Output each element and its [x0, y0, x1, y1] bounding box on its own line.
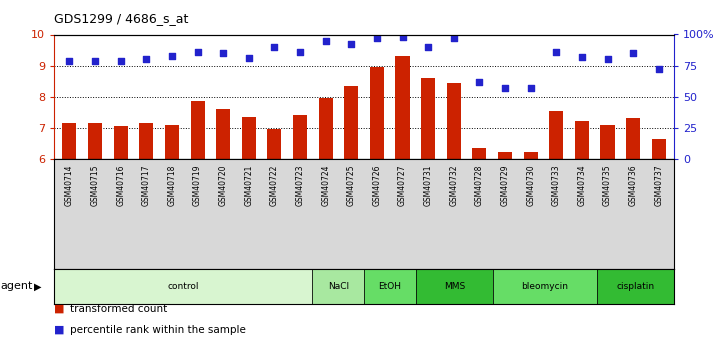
- Bar: [242, 117, 256, 159]
- Bar: [216, 109, 230, 159]
- Bar: [165, 125, 179, 159]
- Bar: [139, 123, 154, 159]
- Bar: [88, 123, 102, 159]
- Bar: [416, 269, 493, 304]
- Bar: [601, 125, 614, 159]
- Point: [115, 58, 126, 63]
- Text: GSM40737: GSM40737: [654, 164, 663, 206]
- Bar: [575, 121, 589, 159]
- Text: GSM40735: GSM40735: [603, 164, 612, 206]
- Bar: [626, 118, 640, 159]
- Point: [345, 42, 357, 47]
- Text: ▶: ▶: [34, 282, 41, 291]
- Point: [627, 50, 639, 56]
- Text: GSM40726: GSM40726: [373, 164, 381, 206]
- Text: control: control: [167, 282, 199, 291]
- Bar: [370, 67, 384, 159]
- Point: [525, 85, 536, 91]
- Text: transformed count: transformed count: [70, 304, 167, 314]
- Text: GSM40716: GSM40716: [116, 164, 125, 206]
- Text: GSM40721: GSM40721: [244, 164, 253, 206]
- Point: [166, 53, 177, 58]
- Point: [576, 54, 588, 60]
- Bar: [344, 86, 358, 159]
- Bar: [312, 269, 364, 304]
- Text: GSM40727: GSM40727: [398, 164, 407, 206]
- Text: GSM40718: GSM40718: [167, 164, 177, 206]
- Bar: [447, 82, 461, 159]
- Point: [474, 79, 485, 85]
- Point: [551, 49, 562, 55]
- Bar: [293, 115, 307, 159]
- Point: [269, 44, 280, 50]
- Point: [602, 57, 614, 62]
- Bar: [596, 269, 674, 304]
- Text: cisplatin: cisplatin: [616, 282, 655, 291]
- Bar: [523, 152, 538, 159]
- Text: bleomycin: bleomycin: [521, 282, 568, 291]
- Text: GSM40736: GSM40736: [629, 164, 637, 206]
- Bar: [396, 56, 410, 159]
- Point: [141, 57, 152, 62]
- Bar: [498, 152, 512, 159]
- Bar: [364, 269, 416, 304]
- Point: [89, 58, 101, 63]
- Bar: [63, 123, 76, 159]
- Bar: [190, 101, 205, 159]
- Point: [653, 67, 665, 72]
- Text: agent: agent: [1, 282, 33, 291]
- Point: [499, 85, 510, 91]
- Point: [448, 36, 459, 41]
- Text: GSM40719: GSM40719: [193, 164, 202, 206]
- Bar: [319, 98, 332, 159]
- Text: MMS: MMS: [444, 282, 465, 291]
- Text: GSM40723: GSM40723: [296, 164, 304, 206]
- Bar: [421, 78, 435, 159]
- Text: GSM40731: GSM40731: [424, 164, 433, 206]
- Bar: [267, 129, 281, 159]
- Text: ■: ■: [54, 325, 65, 335]
- Text: NaCl: NaCl: [328, 282, 349, 291]
- Text: GSM40729: GSM40729: [500, 164, 510, 206]
- Point: [218, 50, 229, 56]
- Point: [397, 34, 408, 40]
- Bar: [472, 148, 487, 159]
- Point: [294, 49, 306, 55]
- Text: GDS1299 / 4686_s_at: GDS1299 / 4686_s_at: [54, 12, 188, 25]
- Point: [371, 36, 383, 41]
- Text: GSM40733: GSM40733: [552, 164, 561, 206]
- Point: [63, 58, 75, 63]
- Text: GSM40714: GSM40714: [65, 164, 74, 206]
- Text: GSM40734: GSM40734: [578, 164, 586, 206]
- Bar: [54, 269, 312, 304]
- Text: GSM40732: GSM40732: [449, 164, 459, 206]
- Text: GSM40720: GSM40720: [218, 164, 228, 206]
- Text: percentile rank within the sample: percentile rank within the sample: [70, 325, 246, 335]
- Bar: [652, 138, 665, 159]
- Text: GSM40722: GSM40722: [270, 164, 279, 206]
- Text: GSM40728: GSM40728: [475, 164, 484, 206]
- Text: GSM40715: GSM40715: [91, 164, 99, 206]
- Text: ■: ■: [54, 304, 65, 314]
- Point: [192, 49, 203, 55]
- Text: EtOH: EtOH: [379, 282, 402, 291]
- Text: GSM40724: GSM40724: [321, 164, 330, 206]
- Point: [423, 44, 434, 50]
- Bar: [493, 269, 596, 304]
- Text: GSM40717: GSM40717: [142, 164, 151, 206]
- Bar: [549, 110, 563, 159]
- Text: GSM40725: GSM40725: [347, 164, 355, 206]
- Point: [243, 55, 255, 61]
- Bar: [114, 126, 128, 159]
- Point: [320, 38, 332, 43]
- Text: GSM40730: GSM40730: [526, 164, 535, 206]
